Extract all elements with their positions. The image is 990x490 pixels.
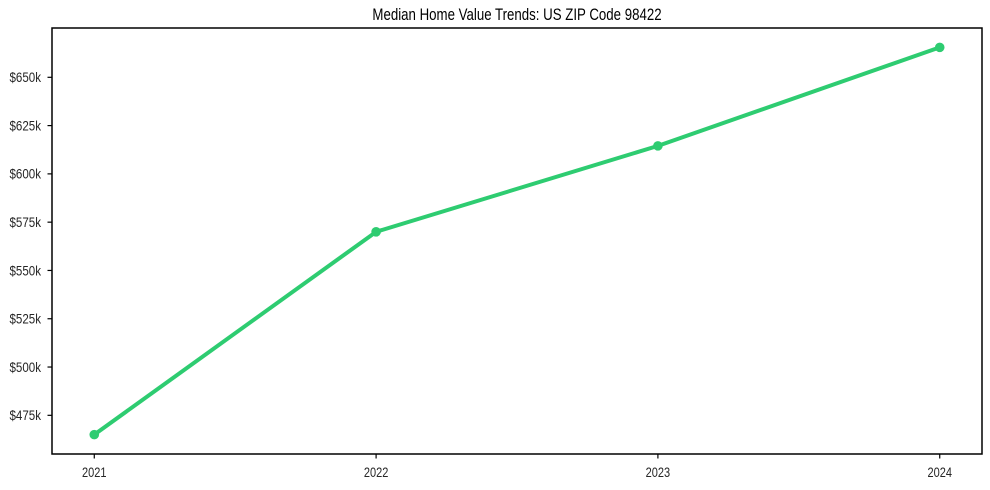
- trend-line: [92, 45, 942, 437]
- y-tick-label: $475k: [10, 407, 42, 423]
- y-tick-label: $500k: [10, 359, 42, 375]
- y-tick-label: $600k: [10, 166, 42, 182]
- x-tick-label: 2024: [927, 464, 952, 480]
- x-tick-label: 2023: [646, 464, 671, 480]
- data-point-marker: [653, 141, 663, 151]
- plot-border: [51, 27, 983, 455]
- y-tick-label: $525k: [10, 311, 42, 327]
- data-point-marker: [89, 429, 100, 440]
- chart-title: Median Home Value Trends: US ZIP Code 98…: [372, 5, 662, 24]
- data-point-marker: [371, 227, 381, 237]
- y-tick-label: $550k: [10, 262, 42, 278]
- y-tick-label: $625k: [10, 117, 42, 133]
- x-tick-label: 2022: [364, 464, 389, 480]
- x-tick-label: 2021: [82, 464, 107, 480]
- y-tick-label: $650k: [10, 69, 42, 85]
- y-tick-label: $575k: [10, 214, 42, 230]
- data-point-marker: [934, 42, 945, 53]
